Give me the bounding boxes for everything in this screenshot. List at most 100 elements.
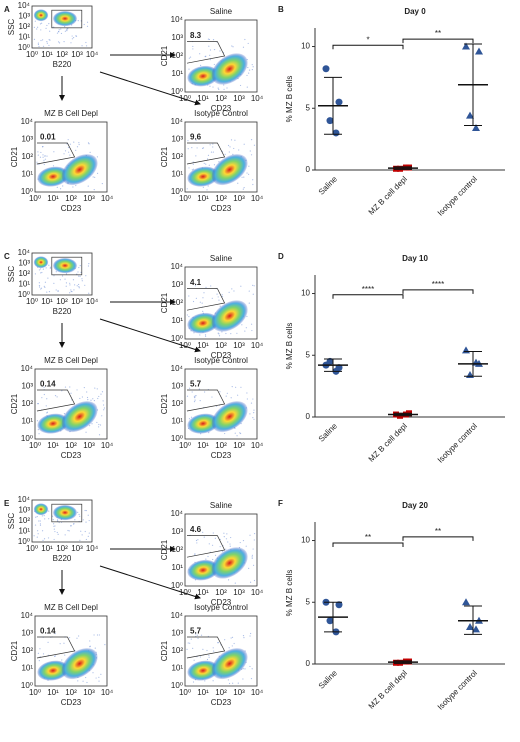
event-dot — [190, 416, 193, 418]
y-tick-label: 10² — [21, 152, 33, 161]
x-tick-label: 10² — [65, 688, 77, 697]
event-dot — [206, 658, 209, 661]
y-axis-label: % MZ B cells — [285, 323, 294, 370]
event-dot — [219, 546, 221, 548]
event-dot — [209, 54, 211, 56]
event-dot — [186, 314, 188, 316]
event-dot — [248, 165, 250, 167]
event-dot — [82, 519, 84, 521]
event-dot — [93, 189, 95, 191]
y-tick-label: 10 — [301, 42, 310, 51]
event-dot — [233, 642, 235, 645]
density — [37, 413, 69, 434]
event-dot — [202, 147, 205, 149]
event-dot — [61, 659, 63, 661]
event-dot — [40, 29, 42, 31]
event-dot — [45, 27, 47, 30]
event-dot — [202, 648, 204, 650]
event-dot — [249, 150, 251, 152]
x-axis-label: CD23 — [61, 451, 82, 460]
event-dot — [189, 642, 191, 644]
event-dot — [56, 186, 58, 188]
event-dot — [40, 39, 42, 42]
event-dot — [233, 147, 235, 150]
event-dot — [204, 391, 206, 393]
panel-letter: B — [278, 5, 284, 14]
event-dot — [234, 432, 236, 434]
event-dot — [75, 184, 77, 187]
event-dot — [75, 149, 77, 151]
event-dot — [88, 292, 90, 294]
event-dot — [56, 32, 59, 34]
event-dot — [225, 538, 228, 540]
event-dot — [187, 642, 189, 644]
event-dot — [81, 45, 83, 47]
x-tick-label: 10¹ — [197, 341, 209, 350]
event-dot — [79, 397, 81, 400]
event-dot — [81, 280, 83, 282]
event-dot — [71, 35, 73, 37]
event-dot — [79, 275, 81, 277]
event-dot — [242, 539, 245, 542]
event-dot — [204, 334, 207, 336]
density — [187, 312, 219, 334]
event-dot — [87, 185, 89, 187]
event-dot — [187, 140, 189, 142]
data-point — [326, 617, 334, 625]
event-dot — [88, 519, 90, 522]
x-tick-label: 10¹ — [41, 297, 53, 306]
event-dot — [76, 637, 78, 639]
event-dot — [46, 24, 48, 27]
x-tick-label: 10⁴ — [101, 441, 114, 450]
y-tick-label: 0 — [306, 165, 311, 174]
event-dot — [205, 335, 207, 337]
event-dot — [37, 154, 39, 156]
event-dot — [188, 167, 190, 169]
x-tick-label: 10⁰ — [26, 297, 38, 306]
event-dot — [194, 554, 196, 556]
event-dot — [210, 151, 213, 153]
data-point — [335, 98, 343, 106]
event-dot — [49, 267, 51, 269]
x-tick-label: 10³ — [83, 441, 95, 450]
event-dot — [188, 295, 190, 297]
event-dot — [228, 682, 231, 685]
event-dot — [33, 26, 35, 28]
event-dot — [39, 524, 42, 526]
event-dot — [78, 142, 80, 144]
event-dot — [230, 637, 232, 639]
x-tick-label: 10¹ — [47, 688, 59, 697]
event-dot — [210, 285, 212, 287]
event-dot — [37, 43, 40, 46]
event-dot — [252, 66, 254, 68]
event-dot — [33, 535, 35, 537]
event-dot — [252, 284, 254, 287]
data-point — [462, 598, 470, 606]
event-dot — [66, 30, 68, 32]
x-tick-label: 10³ — [71, 50, 83, 59]
event-dot — [70, 289, 72, 291]
event-dot — [195, 297, 197, 299]
gate-value: 0.01 — [40, 133, 56, 142]
x-tick-label: 10² — [65, 194, 77, 203]
event-dot — [35, 516, 37, 518]
event-dot — [67, 146, 70, 148]
event-dot — [36, 28, 38, 30]
arrow — [99, 71, 201, 106]
event-dot — [96, 388, 98, 390]
y-tick-label: 10¹ — [171, 563, 183, 572]
event-dot — [80, 271, 82, 273]
event-dot — [57, 30, 60, 33]
event-dot — [219, 391, 221, 393]
event-dot — [237, 182, 239, 184]
event-dot — [103, 409, 105, 411]
event-dot — [242, 678, 244, 680]
x-tick-label: 10² — [215, 341, 227, 350]
event-dot — [53, 151, 55, 153]
event-dot — [76, 273, 78, 275]
event-dot — [85, 45, 88, 47]
event-dot — [230, 397, 232, 399]
event-dot — [206, 649, 208, 652]
density — [211, 547, 248, 579]
